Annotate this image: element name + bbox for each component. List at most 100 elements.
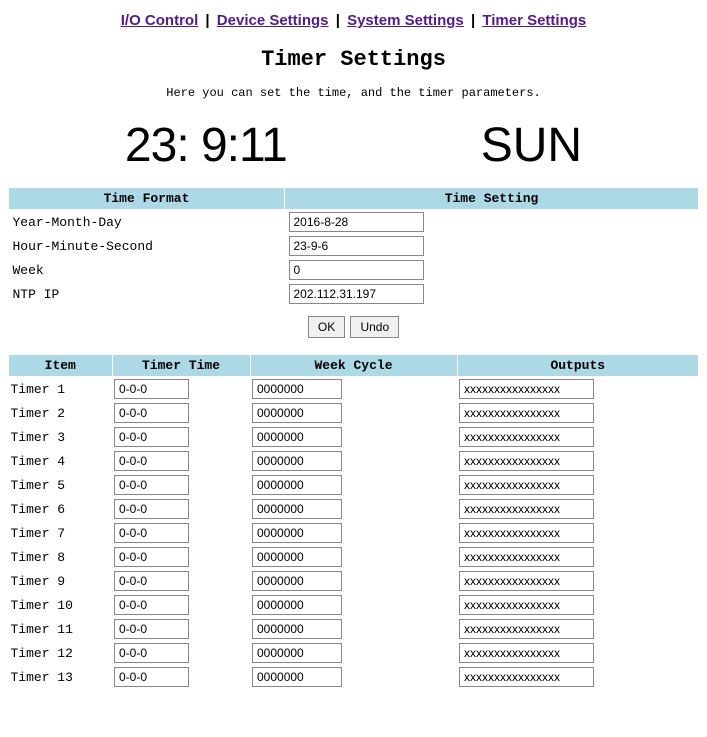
timer-output-cell: [457, 545, 699, 569]
timer-week-input[interactable]: [252, 523, 342, 543]
nav-sep: |: [336, 12, 340, 29]
timer-week-input[interactable]: [252, 451, 342, 471]
timer-time-cell: [112, 617, 250, 641]
timer-output-input[interactable]: [459, 475, 594, 495]
timer-row: Timer 4: [9, 449, 699, 473]
timer-time-input[interactable]: [114, 451, 189, 471]
timer-time-input[interactable]: [114, 595, 189, 615]
timer-time-input[interactable]: [114, 475, 189, 495]
timer-time-cell: [112, 545, 250, 569]
timer-time-cell: [112, 473, 250, 497]
timer-week-cell: [250, 521, 457, 545]
timer-output-input[interactable]: [459, 523, 594, 543]
timer-time-input[interactable]: [114, 379, 189, 399]
nav-device-settings[interactable]: Device Settings: [217, 12, 329, 29]
timer-item-label: Timer 12: [9, 641, 113, 665]
timer-week-input[interactable]: [252, 427, 342, 447]
timer-week-cell: [250, 377, 457, 402]
timer-item-label: Timer 3: [9, 425, 113, 449]
timer-output-input[interactable]: [459, 667, 594, 687]
timer-time-input[interactable]: [114, 523, 189, 543]
timer-output-cell: [457, 569, 699, 593]
timer-output-input[interactable]: [459, 499, 594, 519]
timer-output-input[interactable]: [459, 451, 594, 471]
timer-week-input[interactable]: [252, 667, 342, 687]
timer-item-label: Timer 13: [9, 665, 113, 689]
timer-week-input[interactable]: [252, 475, 342, 495]
timer-time-input[interactable]: [114, 571, 189, 591]
timer-row: Timer 11: [9, 617, 699, 641]
timer-item-label: Timer 11: [9, 617, 113, 641]
timer-output-cell: [457, 641, 699, 665]
timer-week-input[interactable]: [252, 619, 342, 639]
nav-system-settings[interactable]: System Settings: [347, 12, 464, 29]
timer-output-cell: [457, 473, 699, 497]
clock-time: 23: 9:11: [125, 118, 287, 173]
settings-row: Hour-Minute-Second: [9, 234, 699, 258]
timer-week-input[interactable]: [252, 571, 342, 591]
timer-time-input[interactable]: [114, 619, 189, 639]
timer-time-input[interactable]: [114, 499, 189, 519]
timer-output-input[interactable]: [459, 619, 594, 639]
timer-output-input[interactable]: [459, 379, 594, 399]
settings-value-cell: [285, 210, 699, 235]
timer-time-input[interactable]: [114, 403, 189, 423]
timer-output-cell: [457, 401, 699, 425]
timer-week-input[interactable]: [252, 547, 342, 567]
settings-input[interactable]: [289, 212, 424, 232]
timer-week-cell: [250, 449, 457, 473]
timer-week-cell: [250, 425, 457, 449]
timer-time-input[interactable]: [114, 547, 189, 567]
timer-row: Timer 2: [9, 401, 699, 425]
timer-time-input[interactable]: [114, 643, 189, 663]
timers-table: Item Timer Time Week Cycle Outputs Timer…: [8, 354, 699, 689]
timer-output-input[interactable]: [459, 427, 594, 447]
settings-value-cell: [285, 258, 699, 282]
timer-week-input[interactable]: [252, 403, 342, 423]
timer-week-input[interactable]: [252, 595, 342, 615]
settings-row: Week: [9, 258, 699, 282]
timer-output-input[interactable]: [459, 547, 594, 567]
timer-week-input[interactable]: [252, 499, 342, 519]
timer-time-cell: [112, 521, 250, 545]
clock-row: 23: 9:11 SUN: [8, 118, 699, 173]
timer-item-label: Timer 8: [9, 545, 113, 569]
timer-row: Timer 13: [9, 665, 699, 689]
timer-week-cell: [250, 665, 457, 689]
th-time-format: Time Format: [9, 188, 285, 210]
timer-output-cell: [457, 617, 699, 641]
settings-label: Hour-Minute-Second: [9, 234, 285, 258]
nav-io-control[interactable]: I/O Control: [121, 12, 199, 29]
undo-button[interactable]: Undo: [350, 316, 399, 338]
timer-row: Timer 7: [9, 521, 699, 545]
timer-item-label: Timer 2: [9, 401, 113, 425]
timer-time-cell: [112, 449, 250, 473]
timer-time-input[interactable]: [114, 667, 189, 687]
timer-week-input[interactable]: [252, 643, 342, 663]
settings-label: NTP IP: [9, 282, 285, 306]
settings-input[interactable]: [289, 284, 424, 304]
timer-week-input[interactable]: [252, 379, 342, 399]
settings-input[interactable]: [289, 236, 424, 256]
th-item: Item: [9, 355, 113, 377]
th-outputs: Outputs: [457, 355, 699, 377]
timer-week-cell: [250, 473, 457, 497]
timer-time-input[interactable]: [114, 427, 189, 447]
timer-time-cell: [112, 425, 250, 449]
settings-input[interactable]: [289, 260, 424, 280]
timer-time-cell: [112, 665, 250, 689]
nav-timer-settings[interactable]: Timer Settings: [482, 12, 586, 29]
timer-output-input[interactable]: [459, 403, 594, 423]
timer-output-input[interactable]: [459, 595, 594, 615]
timer-output-input[interactable]: [459, 643, 594, 663]
timer-item-label: Timer 7: [9, 521, 113, 545]
settings-value-cell: [285, 234, 699, 258]
timer-output-input[interactable]: [459, 571, 594, 591]
th-week-cycle: Week Cycle: [250, 355, 457, 377]
timer-week-cell: [250, 401, 457, 425]
ok-button[interactable]: OK: [308, 316, 345, 338]
timer-output-cell: [457, 449, 699, 473]
timer-time-cell: [112, 641, 250, 665]
timer-time-cell: [112, 377, 250, 402]
settings-value-cell: [285, 282, 699, 306]
